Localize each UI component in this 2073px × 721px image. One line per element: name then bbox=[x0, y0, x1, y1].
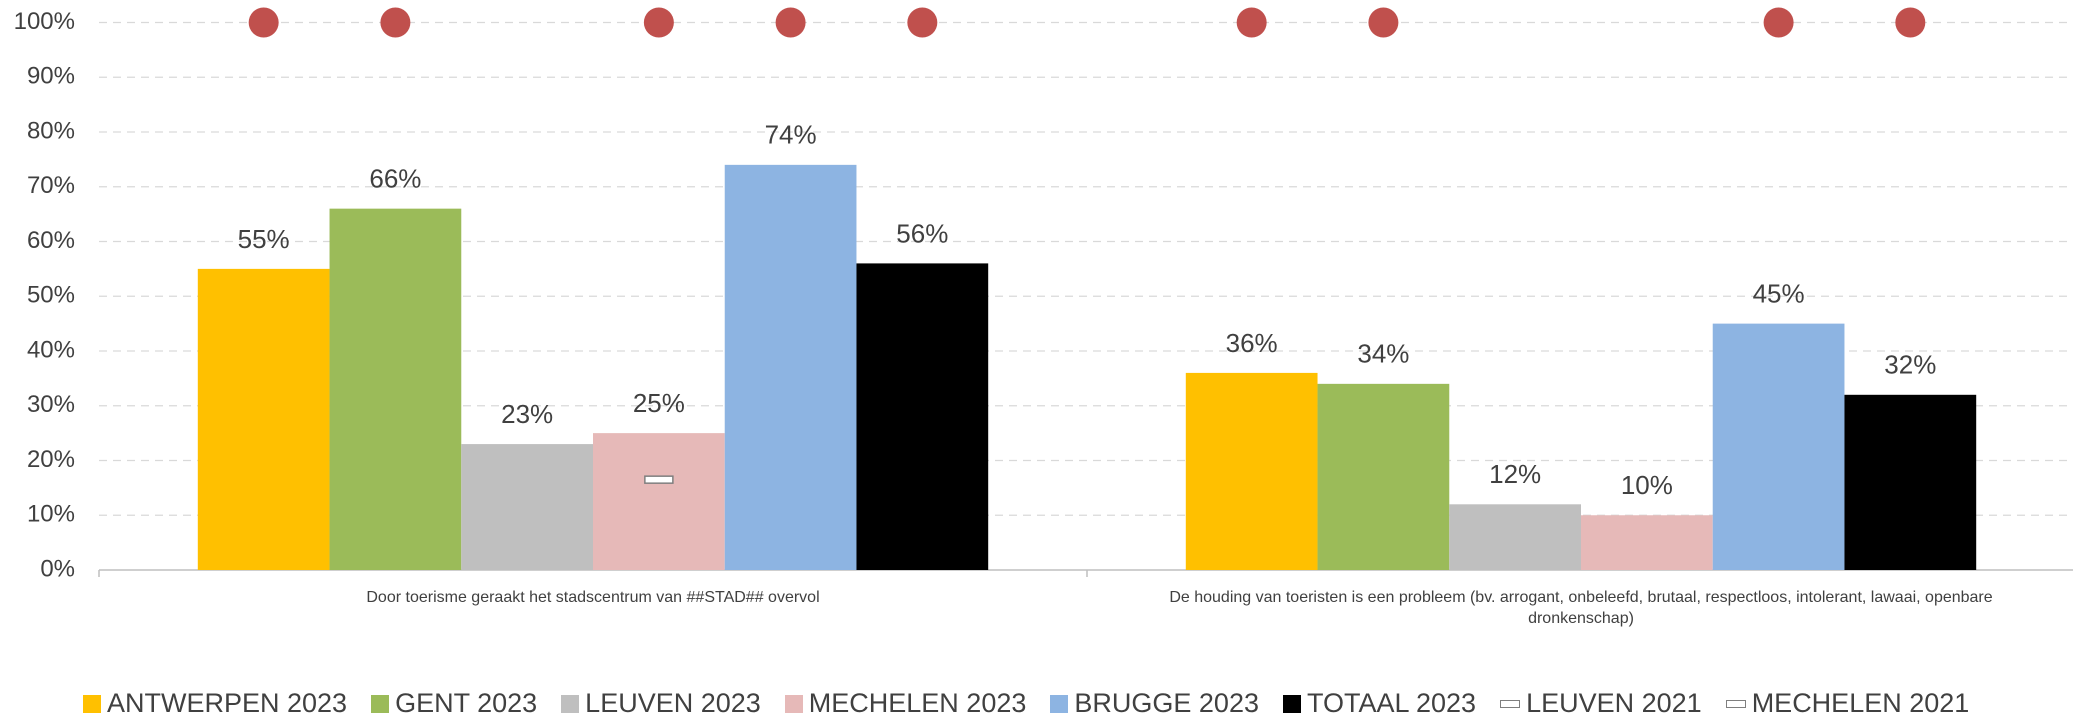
y-tick-label: 70% bbox=[27, 172, 75, 199]
y-tick-label: 90% bbox=[27, 63, 75, 90]
marker-dot bbox=[1368, 7, 1399, 38]
legend: ANTWERPEN 2023 GENT 2023 LEUVEN 2023 MECHEL… bbox=[83, 688, 1969, 719]
dash-marker bbox=[644, 475, 674, 484]
legend-label: LEUVEN 2023 bbox=[585, 688, 761, 718]
data-label: 55% bbox=[238, 224, 290, 254]
x-tick-label: Door toerisme geraakt het stadscentrum v… bbox=[366, 589, 820, 606]
legend-item: LEUVEN 2023 bbox=[561, 688, 761, 719]
legend-item: MECHELEN 2023 bbox=[784, 688, 1027, 719]
data-label: 45% bbox=[1753, 279, 1805, 309]
data-label: 66% bbox=[369, 164, 421, 194]
legend-swatch bbox=[1050, 694, 1069, 713]
marker-dot bbox=[1763, 7, 1794, 38]
bar bbox=[593, 433, 725, 570]
bar bbox=[461, 444, 593, 570]
y-tick-label: 40% bbox=[27, 336, 75, 363]
data-label: 74% bbox=[765, 120, 817, 150]
bar bbox=[1712, 323, 1845, 570]
legend-label: LEUVEN 2021 bbox=[1526, 688, 1702, 718]
legend-label: MECHELEN 2021 bbox=[1751, 688, 1970, 718]
legend-item: BRUGGE 2023 bbox=[1050, 688, 1259, 719]
data-label: 25% bbox=[633, 388, 685, 418]
data-label: 23% bbox=[501, 399, 553, 429]
legend-label: ANTWERPEN 2023 bbox=[107, 688, 348, 718]
data-label: 32% bbox=[1884, 350, 1936, 380]
legend-label: GENT 2023 bbox=[395, 688, 538, 718]
y-tick-label: 80% bbox=[27, 117, 75, 144]
legend-swatch bbox=[1725, 699, 1746, 708]
y-tick-label: 100% bbox=[14, 8, 75, 35]
legend-label: MECHELEN 2023 bbox=[808, 688, 1027, 718]
bar bbox=[329, 208, 462, 570]
data-label: 10% bbox=[1621, 470, 1673, 500]
bar bbox=[197, 268, 330, 570]
legend-item: MECHELEN 2021 bbox=[1725, 688, 1970, 719]
data-label: 56% bbox=[896, 218, 948, 248]
y-tick-label: 0% bbox=[40, 555, 75, 582]
marker-dot bbox=[775, 7, 806, 38]
marker-dot bbox=[380, 7, 411, 38]
legend-swatch bbox=[784, 694, 803, 713]
legend-label: BRUGGE 2023 bbox=[1074, 688, 1259, 718]
legend-item: ANTWERPEN 2023 bbox=[83, 688, 347, 719]
bar bbox=[856, 263, 989, 570]
legend-item: TOTAAL 2023 bbox=[1282, 688, 1477, 719]
bar bbox=[1317, 383, 1450, 570]
bar bbox=[1449, 504, 1581, 570]
legend-swatch bbox=[1500, 699, 1521, 708]
marker-dot bbox=[907, 7, 938, 38]
y-tick-label: 50% bbox=[27, 282, 75, 309]
y-tick-label: 10% bbox=[27, 501, 75, 528]
legend-label: TOTAAL 2023 bbox=[1306, 688, 1477, 718]
legend-swatch bbox=[371, 694, 390, 713]
bar bbox=[1185, 372, 1318, 570]
legend-swatch bbox=[1282, 694, 1301, 713]
x-tick-label: De houding van toeristen is een probleem… bbox=[1169, 589, 1993, 627]
y-tick-label: 30% bbox=[27, 391, 75, 418]
legend-swatch bbox=[561, 694, 580, 713]
marker-dot bbox=[643, 7, 674, 38]
legend-swatch bbox=[83, 694, 101, 713]
data-label: 36% bbox=[1226, 328, 1278, 358]
marker-dot bbox=[248, 7, 279, 38]
marker-dot bbox=[1236, 7, 1267, 38]
bar bbox=[724, 164, 857, 570]
bar bbox=[1581, 515, 1713, 570]
y-tick-label: 60% bbox=[27, 227, 75, 254]
legend-item: GENT 2023 bbox=[371, 688, 537, 719]
data-label: 34% bbox=[1357, 339, 1409, 369]
data-label: 12% bbox=[1489, 459, 1541, 489]
y-tick-label: 20% bbox=[27, 446, 75, 473]
bar bbox=[1844, 394, 1977, 570]
marker-dot bbox=[1895, 7, 1926, 38]
legend-item: LEUVEN 2021 bbox=[1500, 688, 1702, 719]
